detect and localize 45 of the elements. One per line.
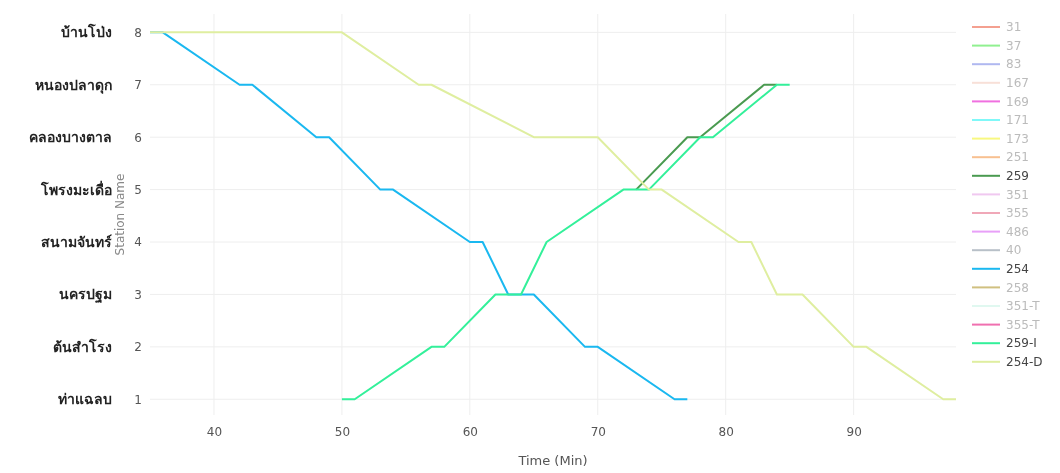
legend-label: 355 [1006, 206, 1029, 221]
y-tick-label: 8 [134, 25, 142, 40]
x-tick-label: 80 [718, 424, 734, 439]
legend-label: 259-I [1006, 336, 1037, 351]
legend-label: 351 [1006, 187, 1029, 202]
legend-label: 254-D [1006, 355, 1043, 369]
text: โพรงมะเดื่อ [40, 179, 112, 198]
y-tick-label: 7 [134, 78, 142, 93]
x-tick-label: 40 [206, 424, 223, 439]
text: ท่าแฉลบ [58, 391, 112, 408]
legend-label: 351-T [1006, 299, 1041, 314]
x-tick-label: 70 [590, 424, 606, 439]
legend-label: 486 [1006, 224, 1029, 239]
text: หนองปลาดุก [35, 76, 112, 94]
y-tick-label: 2 [134, 340, 142, 355]
legend-label: 173 [1006, 131, 1029, 146]
legend-label: 31 [1006, 20, 1022, 35]
y-tick-label: 6 [134, 130, 142, 145]
x-tick-label: 90 [846, 424, 862, 439]
line-series [340, 83, 791, 401]
y-tick-label: 1 [134, 392, 142, 407]
legend-label: 258 [1006, 280, 1029, 295]
x-axis-title: Time (Min) [517, 453, 588, 468]
text: ต้นสำโรง [53, 337, 112, 355]
legend-label: 167 [1006, 76, 1029, 90]
text: นครปฐม [59, 286, 112, 305]
line-series [149, 31, 957, 401]
legend-label: 254 [1006, 262, 1029, 276]
x-tick-label: 50 [334, 424, 351, 439]
legend-label: 169 [1006, 94, 1029, 109]
legend-label: 355-T [1006, 317, 1041, 332]
legend-label: 37 [1006, 38, 1022, 53]
legend-label: 40 [1006, 243, 1022, 258]
legend-label: 171 [1006, 113, 1029, 128]
text: สนามจันทร์ [41, 233, 112, 250]
y-axis-title: Station Name [113, 173, 127, 256]
text: บ้านโป่ง [61, 23, 112, 41]
x-tick-label: 60 [462, 424, 478, 439]
y-tick-label: 3 [134, 287, 142, 302]
legend-label: 83 [1006, 57, 1022, 72]
y-tick-label: 5 [134, 182, 142, 197]
text: คลองบางตาล [29, 129, 112, 146]
legend-label: 259 [1006, 169, 1029, 183]
y-tick-label: 4 [134, 235, 142, 250]
legend-label: 251 [1006, 150, 1029, 165]
